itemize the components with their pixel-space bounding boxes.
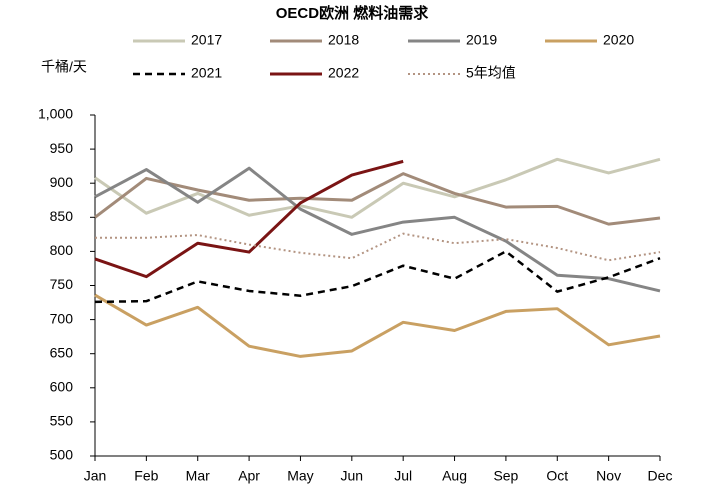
x-tick-label: Oct [546, 468, 568, 484]
y-tick-label: 550 [50, 413, 74, 429]
x-tick-label: May [287, 468, 313, 484]
y-axis-label: 千桶/天 [41, 59, 87, 75]
legend-label: 2022 [328, 65, 359, 81]
legend-label: 2018 [328, 32, 359, 48]
x-tick-label: Mar [186, 468, 210, 484]
legend-label: 2021 [191, 65, 222, 81]
series-line [94, 172, 661, 226]
y-tick-label: 650 [50, 344, 74, 360]
x-tick-label: Apr [238, 468, 260, 484]
chart-title: OECD欧洲 燃料油需求 [276, 4, 430, 22]
x-tick-label: Aug [442, 468, 467, 484]
legend-label: 5年均值 [466, 65, 516, 81]
legend-label: 2020 [603, 32, 634, 48]
y-tick-label: 800 [50, 242, 74, 258]
y-tick-label: 950 [50, 140, 74, 156]
x-tick-label: Nov [596, 468, 621, 484]
x-tick-label: Jan [84, 468, 107, 484]
x-tick-label: Jul [394, 468, 412, 484]
y-tick-label: 500 [50, 447, 74, 463]
x-tick-label: Sep [493, 468, 518, 484]
series-line [95, 232, 661, 262]
x-tick-label: Jun [341, 468, 364, 484]
x-tick-label: Feb [134, 468, 158, 484]
series-line [94, 159, 404, 279]
y-tick-label: 750 [50, 276, 74, 292]
y-tick-label: 600 [50, 379, 74, 395]
y-tick-label: 1,000 [38, 106, 73, 122]
x-tick-label: Dec [648, 468, 673, 484]
y-tick-label: 850 [50, 208, 74, 224]
series-line [94, 293, 661, 358]
legend-label: 2017 [191, 32, 222, 48]
y-tick-label: 900 [50, 174, 74, 190]
series-line [94, 166, 661, 293]
series-line [94, 250, 661, 304]
legend-label: 2019 [466, 32, 497, 48]
y-tick-label: 700 [50, 310, 74, 326]
